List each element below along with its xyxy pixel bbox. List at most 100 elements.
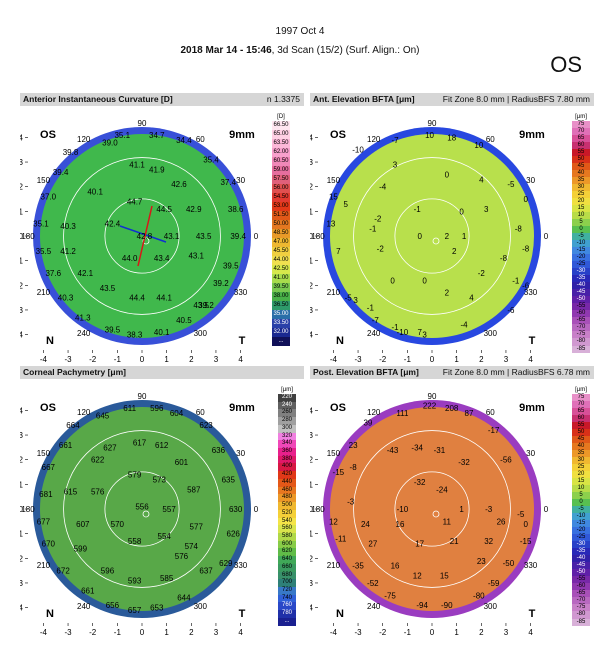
scale-step: -40 xyxy=(572,282,590,290)
y-tick-label: 4 xyxy=(20,406,24,415)
color-scale: [μm] 220 240 260 280 300 320 340 360 380 400 420 440… xyxy=(278,386,296,626)
scale-step: 340 xyxy=(278,440,296,449)
map-value: 35.1 xyxy=(33,220,49,229)
map-field xyxy=(40,134,244,338)
x-tick-label: -2 xyxy=(89,355,97,363)
panel-title: Post. Elevation BFTA [μm] xyxy=(313,367,419,377)
map-value: 587 xyxy=(187,485,201,494)
map-value: -10 xyxy=(397,505,409,514)
angle-label: 300 xyxy=(484,329,498,338)
map-value: 222 xyxy=(423,401,437,410)
map-value: 23 xyxy=(349,441,358,450)
map-value: 574 xyxy=(185,542,199,551)
map-value: 2 xyxy=(452,247,457,256)
map-value: 570 xyxy=(111,520,125,529)
map-value: -56 xyxy=(500,456,512,465)
pupil-center xyxy=(142,510,150,518)
angle-label: 300 xyxy=(484,602,498,611)
x-tick-label: 2 xyxy=(479,628,484,636)
y-tick-label: -3 xyxy=(20,306,24,315)
scale-step: -55 xyxy=(572,576,590,584)
scale-step: 57.50 xyxy=(272,175,290,184)
scale-step: 75 xyxy=(572,394,590,402)
eye-label: OS xyxy=(330,402,346,414)
posterior-elevation-map[interactable]: -44-33-22-11001-12-23-34-490120601503018… xyxy=(310,379,594,636)
map-value: -4 xyxy=(460,321,468,330)
y-tick-label: 1 xyxy=(310,480,314,489)
map-value: -17 xyxy=(488,426,500,435)
panel-info: Fit Zone 8.0 mm | RadiusBFS 7.80 mm xyxy=(442,94,590,104)
scale-step: 42.50 xyxy=(272,265,290,274)
map-value: -11 xyxy=(335,535,347,544)
angle-label: 90 xyxy=(428,392,437,401)
scale-step: -10 xyxy=(572,240,590,248)
y-tick-label: -1 xyxy=(20,257,24,266)
x-tick-label: 0 xyxy=(140,355,145,363)
map-value: 39.8 xyxy=(63,148,79,157)
scale-step: 39.50 xyxy=(272,283,290,292)
angle-label: 210 xyxy=(327,288,341,297)
scale-step: -40 xyxy=(572,555,590,563)
scale-step: 720 xyxy=(278,586,296,595)
map-value: 596 xyxy=(101,567,115,576)
map-value: 611 xyxy=(123,404,136,413)
map-value: 39.4 xyxy=(230,232,246,241)
map-value: 40.1 xyxy=(87,188,103,197)
scale-step: 520 xyxy=(278,509,296,518)
y-tick-label: 1 xyxy=(20,207,24,216)
map-value: -5 xyxy=(507,180,515,189)
scale-step: 70 xyxy=(572,128,590,136)
angle-label: 210 xyxy=(37,288,51,297)
zone-ring xyxy=(63,157,221,315)
y-tick-label: -4 xyxy=(310,604,314,613)
panel-title-bar: Anterior Instantaneous Curvature [D] n 1.… xyxy=(20,93,304,106)
anterior-elevation-map[interactable]: -44-33-22-11001-12-23-34-490120601503018… xyxy=(310,106,594,363)
scale-step: 60.50 xyxy=(272,157,290,166)
scale-step: 45.50 xyxy=(272,247,290,256)
curvature-map[interactable]: -4 4 -3 3 -2 2 -1 1 0 0 1 -1 2 -2 3 -3 4 -4 90 120 60 150 30 18… xyxy=(20,106,304,363)
x-tick-label: -4 xyxy=(330,628,338,636)
zone-ring xyxy=(104,471,180,547)
scale-step: -30 xyxy=(572,541,590,549)
map-value: 626 xyxy=(227,530,241,539)
scale-step: -25 xyxy=(572,261,590,269)
map-value: 111 xyxy=(396,409,409,418)
map-value: 18 xyxy=(447,133,456,142)
angle-label: 150 xyxy=(327,176,341,185)
scale-step: 60 xyxy=(572,142,590,150)
map-value: 40.5 xyxy=(176,316,192,325)
map-value: -2 xyxy=(478,269,486,278)
scale-step: 45 xyxy=(572,163,590,171)
x-tick-label: -3 xyxy=(64,355,72,363)
map-value: -32 xyxy=(414,478,426,487)
scale-step: 0 xyxy=(572,226,590,234)
scale-step: 45 xyxy=(572,436,590,444)
scale-step: -65 xyxy=(572,590,590,598)
map-value: 16 xyxy=(391,562,400,571)
y-tick-label: -3 xyxy=(310,306,314,315)
scale-step: 260 xyxy=(278,409,296,418)
map-value: 44.7 xyxy=(127,197,143,206)
x-tick-label: 4 xyxy=(238,355,243,363)
scale-step: 44.00 xyxy=(272,256,290,265)
scale-step: 50.00 xyxy=(272,220,290,229)
color-scale: [μm] 75 70 65 60 55 50 45 40 35 30 25 20 15 10 5 0 -5 -10-… xyxy=(572,386,590,626)
map-value: 39.4 xyxy=(53,168,69,177)
scale-step: -80 xyxy=(572,338,590,346)
map-value: -1 xyxy=(391,323,399,332)
map-value: 10 xyxy=(474,141,483,150)
map-value: 3 xyxy=(422,331,427,340)
pachymetry-map[interactable]: -4 4 -3 3 -2 2 -1 1 0 0 1 -1 2 -2 3 -3 4 -4 90 120 60 150 30 18… xyxy=(20,379,304,636)
map-value: -32 xyxy=(458,458,470,467)
map-value: 39.5 xyxy=(223,262,239,271)
angle-label: 120 xyxy=(77,408,91,417)
map-value: 44.0 xyxy=(122,254,138,263)
scale-step: 33.50 xyxy=(272,319,290,328)
x-tick-label: 3 xyxy=(214,355,219,363)
scale-step: 420 xyxy=(278,471,296,479)
angle-label: 30 xyxy=(526,449,535,458)
map-value: 39 xyxy=(363,419,372,428)
map-value: -5 xyxy=(517,510,525,519)
map-value: 44.1 xyxy=(156,294,172,303)
scale-step: 63.50 xyxy=(272,139,290,148)
